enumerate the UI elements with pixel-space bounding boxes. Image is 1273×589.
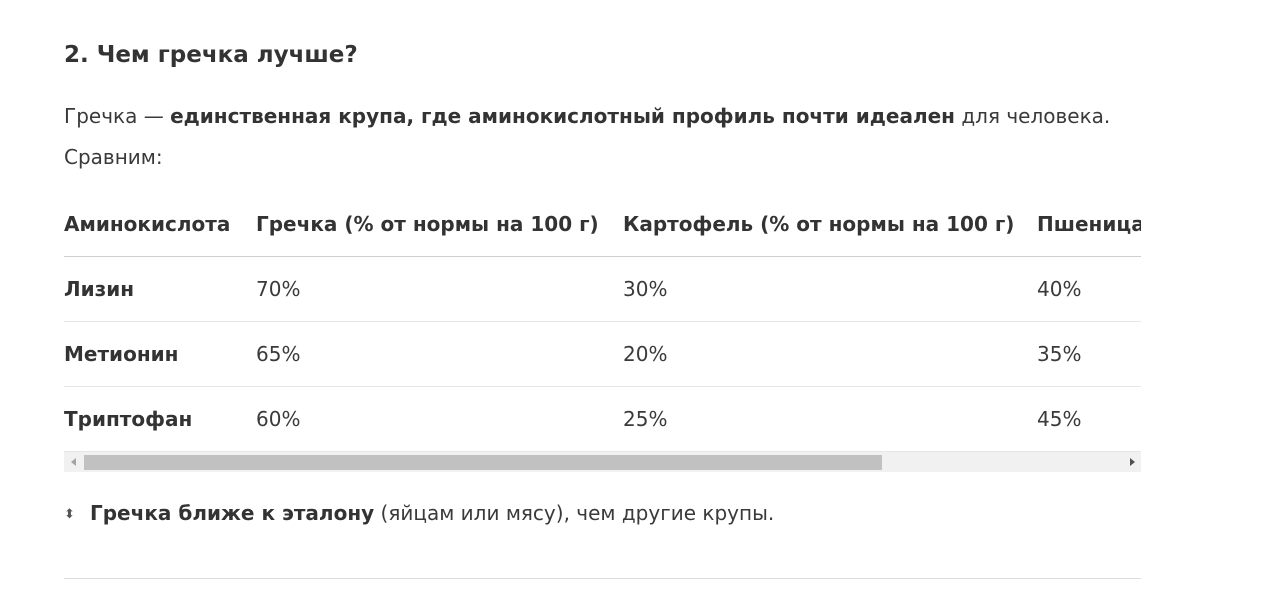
cell-wheat: 35% — [1037, 321, 1141, 387]
header-wheat: Пшеница — [1037, 192, 1141, 257]
section-divider — [64, 578, 1141, 579]
table-row: Метионин 65% 20% 35% — [64, 321, 1141, 387]
intro-paragraph: Гречка — единственная крупа, где аминоки… — [64, 96, 1164, 178]
intro-suffix: для человека. — [955, 104, 1111, 128]
scroll-right-arrow-icon[interactable] — [1123, 452, 1141, 472]
cell-amino-name: Лизин — [64, 256, 256, 322]
cell-amino-name: Метионин — [64, 321, 256, 387]
cell-buckwheat: 60% — [256, 386, 623, 452]
summary-bold: Гречка ближе к эталону — [90, 501, 375, 525]
scrollbar-thumb[interactable] — [84, 455, 882, 470]
cell-wheat: 45% — [1037, 386, 1141, 452]
amino-acid-table: Аминокислота Гречка (% от нормы на 100 г… — [64, 192, 1141, 452]
header-amino-acid: Аминокислота — [64, 192, 256, 257]
up-down-arrow-icon: ⬍ — [64, 507, 75, 522]
cell-potato: 30% — [623, 256, 1037, 322]
intro-prefix: Гречка — — [64, 104, 171, 128]
intro-line2: Сравним: — [64, 145, 163, 169]
cell-buckwheat: 70% — [256, 256, 623, 322]
horizontal-scrollbar[interactable] — [64, 452, 1141, 472]
summary-line: ⬍ Гречка ближе к эталону (яйцам или мясу)… — [64, 496, 774, 532]
section-heading: 2. Чем гречка лучше? — [64, 42, 358, 68]
intro-bold: единственная крупа, где аминокислотный п… — [170, 104, 955, 128]
cell-potato: 20% — [623, 321, 1037, 387]
table-row: Лизин 70% 30% 40% — [64, 256, 1141, 322]
table-row: Триптофан 60% 25% 45% — [64, 386, 1141, 452]
header-potato: Картофель (% от нормы на 100 г) — [623, 192, 1037, 257]
cell-amino-name: Триптофан — [64, 386, 256, 452]
summary-rest: (яйцам или мясу), чем другие крупы. — [374, 501, 775, 525]
cell-wheat: 40% — [1037, 256, 1141, 322]
table-scroll-container[interactable]: Аминокислота Гречка (% от нормы на 100 г… — [64, 192, 1141, 472]
table-header-row: Аминокислота Гречка (% от нормы на 100 г… — [64, 192, 1141, 257]
header-buckwheat: Гречка (% от нормы на 100 г) — [256, 192, 623, 257]
cell-potato: 25% — [623, 386, 1037, 452]
scroll-left-arrow-icon[interactable] — [64, 452, 82, 472]
cell-buckwheat: 65% — [256, 321, 623, 387]
